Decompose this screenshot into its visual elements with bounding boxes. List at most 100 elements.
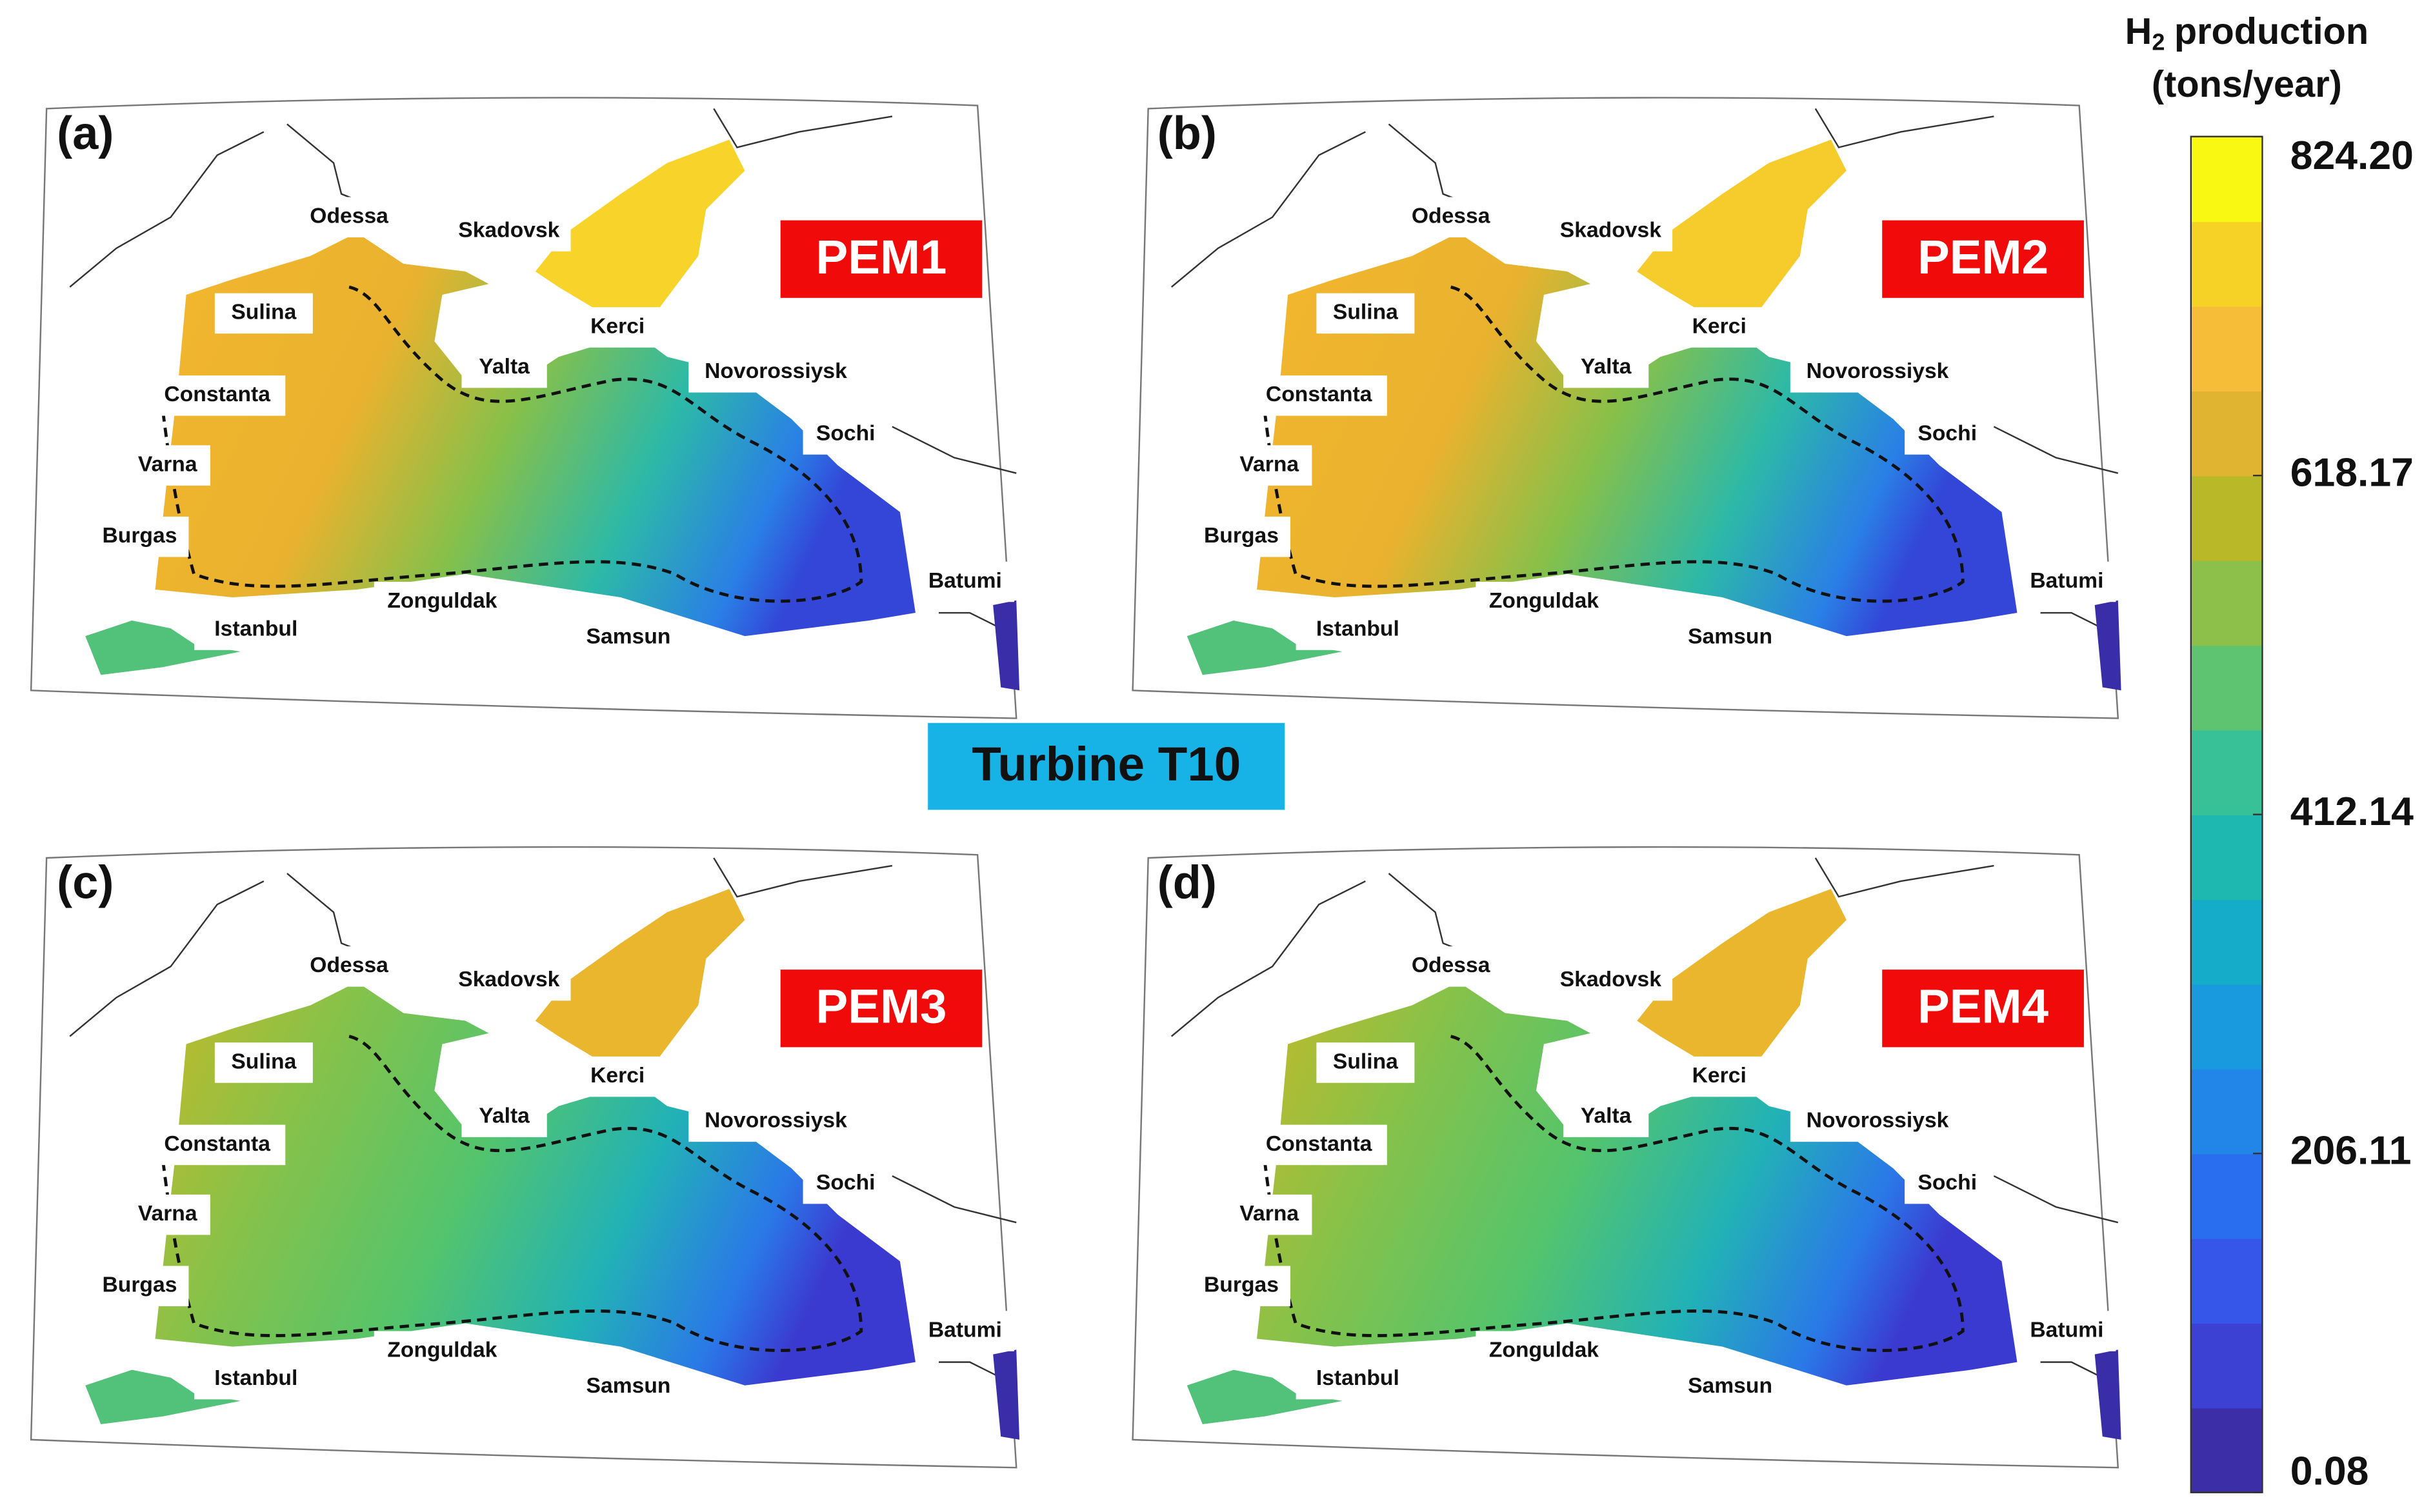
colorbar-band [2190, 560, 2263, 646]
city-label: Varna [1239, 1202, 1299, 1226]
city-label-box [1676, 1056, 1762, 1097]
city-label-box [1316, 293, 1415, 334]
city-label: Sulina [231, 1049, 296, 1073]
pem-label-box [1882, 220, 2084, 298]
city-label-box [1681, 617, 1779, 658]
city-label: Zonguldak [387, 1338, 497, 1362]
city-label-box [149, 1124, 286, 1166]
colorbar-band [2190, 136, 2263, 223]
city-label-box [803, 1163, 888, 1204]
city-label-box [214, 1042, 313, 1083]
city-label: Zonguldak [387, 589, 497, 613]
city-label-box [1250, 375, 1387, 416]
city-label: Odessa [310, 953, 388, 977]
city-label-box [447, 960, 571, 1001]
city-label-box [149, 375, 286, 416]
colorbar-band [2190, 814, 2263, 900]
colorbar-band [2190, 475, 2263, 561]
city-label-box [579, 1366, 678, 1408]
city-label: Samsun [1688, 624, 1772, 648]
colorbar-title-subscript: 2 [2152, 28, 2165, 55]
colorbar-tick-label: 618.17 [2290, 450, 2414, 495]
city-label-box [1227, 445, 1312, 486]
city-label: Constanta [1266, 1132, 1372, 1156]
country-border [892, 1175, 1017, 1224]
colorbar-band [2190, 1238, 2263, 1324]
city-label-box [374, 581, 510, 622]
city-label: Varna [1239, 452, 1299, 476]
city-label-box [1316, 1042, 1415, 1083]
sea-field [155, 232, 916, 637]
colorbar-tick-label: 206.11 [2290, 1128, 2412, 1173]
azov-field [1637, 139, 1847, 319]
city-label: Sochi [816, 1171, 876, 1195]
marmara-field [1186, 1369, 1343, 1424]
city-label: Skadovsk [458, 218, 559, 242]
city-label: Burgas [102, 524, 177, 548]
city-label: Sochi [1917, 421, 1977, 445]
city-label: Sulina [1333, 1049, 1398, 1073]
east-corner-field [993, 600, 1020, 691]
city-label-box [688, 352, 863, 393]
city-label: Sulina [1333, 301, 1398, 324]
city-label-box [1296, 1358, 1420, 1400]
city-label: Samsun [586, 1374, 671, 1398]
pem-label: PEM2 [1917, 230, 2048, 284]
colorbar-band [2190, 1408, 2263, 1493]
city-label: Batumi [2030, 569, 2103, 593]
pem-label: PEM1 [816, 230, 947, 284]
country-border [69, 880, 265, 1037]
panel-letter: (d) [1157, 857, 1217, 908]
city-label: Constanta [164, 1132, 270, 1156]
city-label: Zonguldak [1489, 589, 1599, 613]
city-label: Odessa [1412, 204, 1490, 228]
city-label-box [461, 347, 547, 388]
country-border [69, 131, 265, 288]
city-label: Sochi [1917, 1171, 1977, 1195]
city-label: Batumi [928, 569, 1002, 593]
marmara-field [85, 621, 241, 675]
center-label: Turbine T10 [972, 737, 1241, 791]
colorbar-title: H2 production [2125, 11, 2368, 55]
boundary-dashed [1263, 1035, 1965, 1352]
city-label-box [1563, 1097, 1649, 1137]
country-border [1814, 857, 1994, 898]
city-label: Constanta [164, 383, 270, 406]
colorbar-tick-label: 412.14 [2290, 789, 2414, 834]
city-label-box [579, 617, 678, 658]
colorbar-tick-label: 0.08 [2290, 1448, 2369, 1493]
city-label-box [300, 197, 399, 238]
city-label-box [374, 1331, 510, 1372]
city-label: Burgas [1204, 1273, 1279, 1297]
azov-field [535, 889, 745, 1068]
city-label: Istanbul [1316, 1366, 1399, 1390]
country-border [892, 426, 1017, 474]
city-label: Batumi [928, 1318, 1002, 1342]
map-panel: Odessa Skadovsk Sulina Kerci Yalta Constanta N… [30, 97, 1020, 719]
boundary-dashed [1263, 285, 1965, 603]
sea-field [155, 982, 916, 1386]
city-label-box [90, 516, 189, 557]
city-label-box [803, 414, 888, 455]
city-label: Sochi [816, 421, 876, 445]
pem-label: PEM3 [816, 979, 947, 1033]
colorbar-title-text: production [2174, 11, 2368, 52]
city-label-box [1905, 414, 1990, 455]
city-label-box [2017, 561, 2116, 602]
colorbar-title-symbol: H [2125, 11, 2152, 52]
city-label: Varna [138, 452, 197, 476]
city-label: Skadovsk [1560, 218, 1661, 242]
panel-letter: (b) [1157, 108, 1217, 159]
colorbar-band [2190, 730, 2263, 815]
city-label-box [1476, 581, 1612, 622]
city-label: Varna [138, 1202, 197, 1226]
colorbar-band [2190, 984, 2263, 1069]
city-label-box [194, 1358, 318, 1400]
colorbar-band [2190, 221, 2263, 307]
map-panel: Odessa Skadovsk Sulina Kerci Yalta Constanta N… [1132, 846, 2121, 1469]
center-label-box [928, 722, 1285, 810]
city-label-box [688, 1101, 863, 1142]
city-label: Novorossiysk [705, 1109, 847, 1133]
city-label: Samsun [586, 624, 671, 648]
